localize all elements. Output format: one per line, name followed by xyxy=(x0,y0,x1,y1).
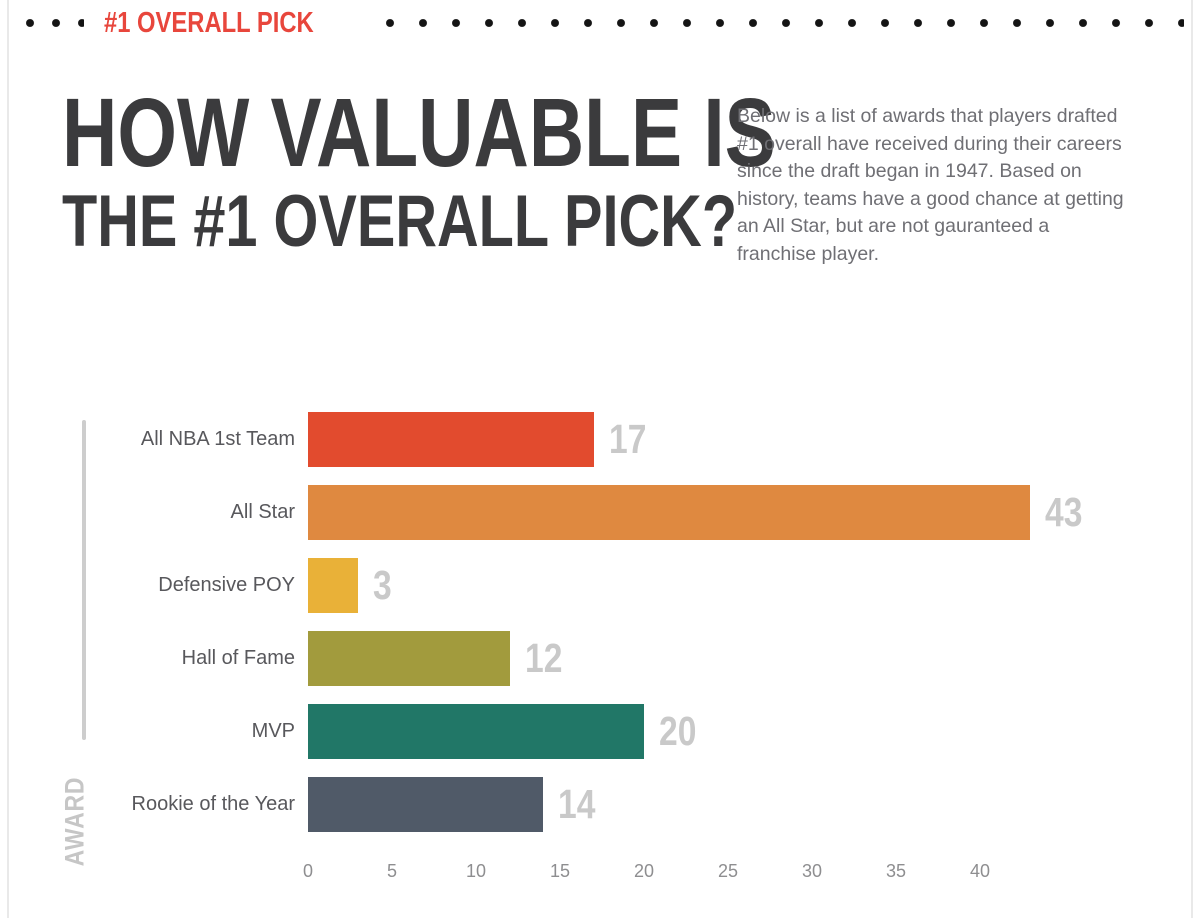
header: #1 OVERALL PICK xyxy=(26,7,1184,39)
dotted-rule-left xyxy=(26,19,84,27)
bar-label: Rookie of the Year xyxy=(131,793,295,815)
bar-value: 12 xyxy=(524,635,562,681)
right-border-line xyxy=(1191,0,1193,918)
x-axis-ticks: 0 5 10 15 20 25 30 35 40 xyxy=(303,861,1028,885)
bar-value: 17 xyxy=(608,416,646,462)
bar xyxy=(308,777,544,832)
x-tick-label: 5 xyxy=(386,861,398,881)
intro-paragraph: Below is a list of awards that players d… xyxy=(737,105,1124,265)
bar xyxy=(308,485,1031,540)
x-tick-label: 0 xyxy=(302,861,314,881)
bar xyxy=(308,558,359,613)
x-tick-label: 40 xyxy=(969,861,991,881)
bar xyxy=(308,412,594,467)
dotted-rule-right xyxy=(385,19,1184,27)
x-tick-label: 35 xyxy=(885,861,907,881)
bar-row: All NBA 1st Team 17 xyxy=(0,412,1180,467)
x-tick-label: 25 xyxy=(717,861,739,881)
x-tick-label: 15 xyxy=(549,861,571,881)
y-axis-line xyxy=(82,420,86,740)
bar-value: 43 xyxy=(1045,489,1083,535)
x-tick-label: 10 xyxy=(465,861,487,881)
x-tick-label: 20 xyxy=(633,861,655,881)
bar-row: Hall of Fame 12 xyxy=(0,631,1180,686)
page-title: HOW VALUABLE IS THE #1 OVERALL PICK? xyxy=(62,84,966,258)
bar-label: Hall of Fame xyxy=(181,647,295,669)
bar-row: Defensive POY 3 xyxy=(0,558,1180,613)
bar-value: 3 xyxy=(373,562,393,608)
bar-row: Rookie of the Year 14 xyxy=(0,777,1180,832)
bar xyxy=(308,704,644,759)
left-border-line xyxy=(7,0,9,918)
page-title-line1: HOW VALUABLE IS xyxy=(62,78,776,187)
bar-label: MVP xyxy=(251,720,295,742)
bar-row: MVP 20 xyxy=(0,704,1180,759)
bar-value: 14 xyxy=(558,781,596,827)
bar-label: All NBA 1st Team xyxy=(140,428,295,450)
page-title-line2: THE #1 OVERALL PICK? xyxy=(62,181,738,262)
header-label: #1 OVERALL PICK xyxy=(104,6,314,39)
bar-label: Defensive POY xyxy=(158,574,295,596)
x-tick-label: 30 xyxy=(801,861,823,881)
bar-value: 20 xyxy=(659,708,697,754)
bar-row: All Star 43 xyxy=(0,485,1180,540)
bar-chart: All NBA 1st Team 17 All Star 43 Defensive PO… xyxy=(0,412,1180,850)
bar xyxy=(308,631,510,686)
bar-label: All Star xyxy=(230,501,295,523)
